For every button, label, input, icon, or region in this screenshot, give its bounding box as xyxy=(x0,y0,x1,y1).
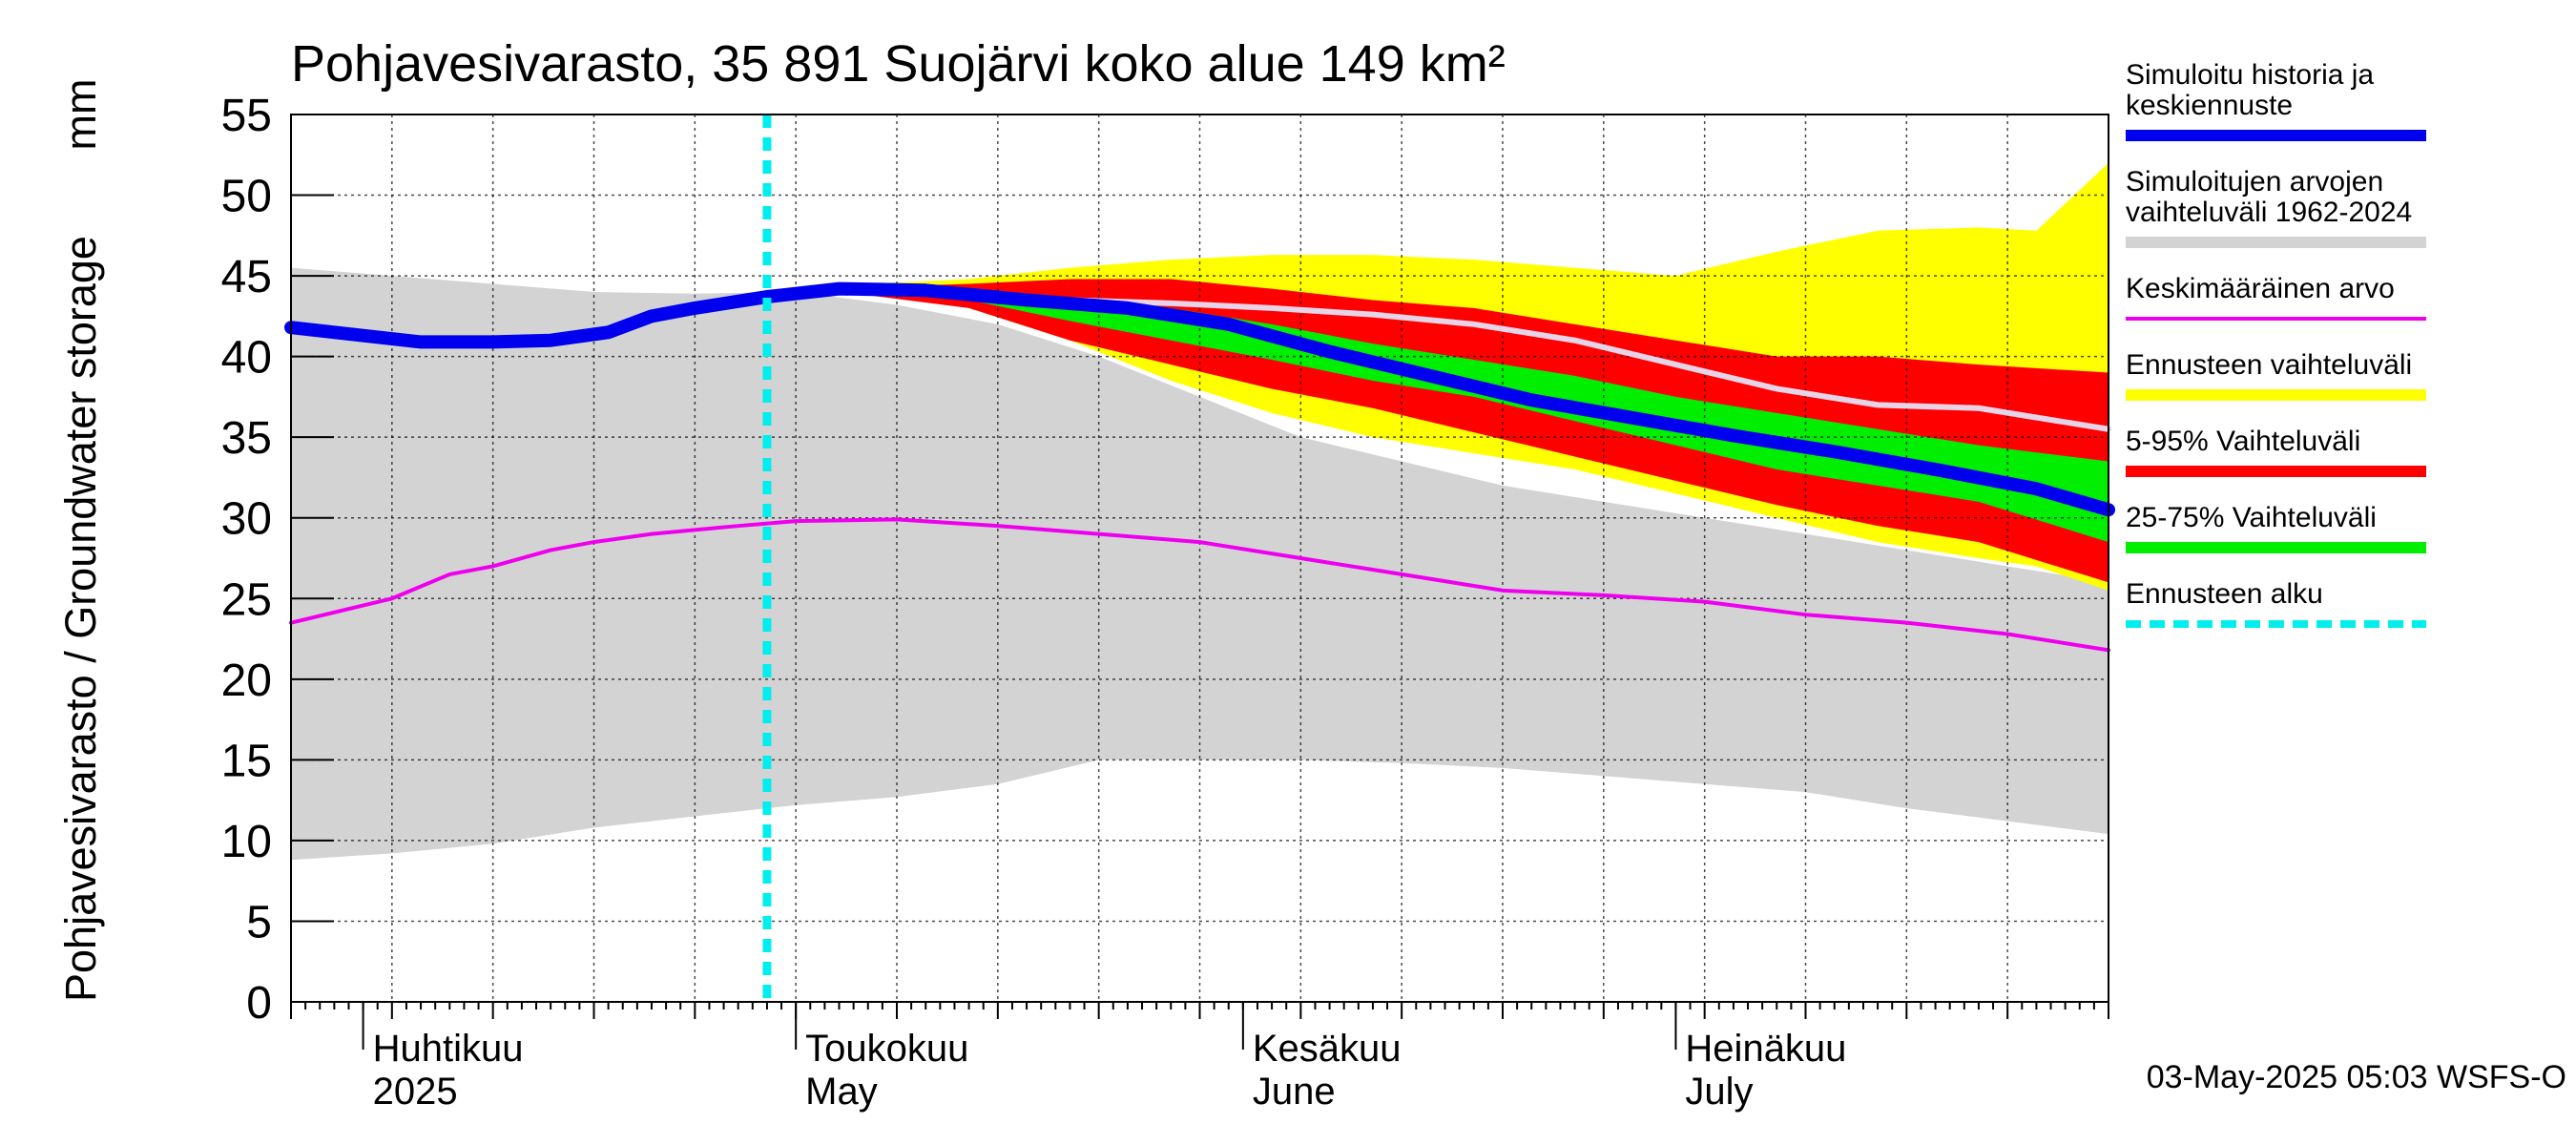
y-tick-label: 55 xyxy=(221,91,272,141)
y-tick-label: 40 xyxy=(221,333,272,384)
x-month-label-en: July xyxy=(1685,1071,1753,1113)
x-month-label: Kesäkuu xyxy=(1253,1028,1402,1070)
y-tick-label: 15 xyxy=(221,736,272,786)
chart-title: Pohjavesivarasto, 35 891 Suojärvi koko a… xyxy=(291,35,1506,93)
x-month-label-en: June xyxy=(1253,1071,1336,1113)
mean-value-line xyxy=(289,517,2110,653)
x-month-label-en: May xyxy=(805,1071,878,1113)
y-tick-label: 30 xyxy=(221,494,272,545)
legend-label: Ennusteen vaihteluväli xyxy=(2126,349,2412,381)
footer-timestamp: 03-May-2025 05:03 WSFS-O xyxy=(2147,1059,2566,1095)
legend-label: Simuloitujen arvojen xyxy=(2126,166,2383,198)
y-tick-label: 20 xyxy=(221,656,272,706)
y-tick-label: 0 xyxy=(246,978,272,1029)
x-month-label-en: 2025 xyxy=(373,1071,458,1113)
x-month-label: Heinäkuu xyxy=(1685,1028,1846,1070)
y-tick-label: 35 xyxy=(221,413,272,464)
plot-area: 0510152025303540455055Huhtikuu2025Toukok… xyxy=(221,91,2115,1113)
y-tick-label: 45 xyxy=(221,252,272,302)
x-month-label: Huhtikuu xyxy=(373,1028,524,1070)
legend-label: keskiennuste xyxy=(2126,90,2293,121)
legend-label: Ennusteen alku xyxy=(2126,578,2323,610)
y-axis-unit: mm xyxy=(56,79,105,151)
legend-label: Keskimääräinen arvo xyxy=(2126,273,2395,304)
x-month-label: Toukokuu xyxy=(805,1028,968,1070)
y-tick-label: 5 xyxy=(246,897,272,947)
y-tick-label: 25 xyxy=(221,574,272,625)
legend-label: 25-75% Vaihteluväli xyxy=(2126,502,2377,533)
y-tick-label: 50 xyxy=(221,172,272,222)
y-axis-label: Pohjavesivarasto / Groundwater storage xyxy=(56,236,105,1002)
y-tick-label: 10 xyxy=(221,817,272,867)
forecast-mean-line xyxy=(284,281,2115,517)
legend-label: Simuloitu historia ja xyxy=(2126,59,2374,91)
legend-label: 5-95% Vaihteluväli xyxy=(2126,426,2360,457)
legend-label: vaihteluväli 1962-2024 xyxy=(2126,197,2412,228)
